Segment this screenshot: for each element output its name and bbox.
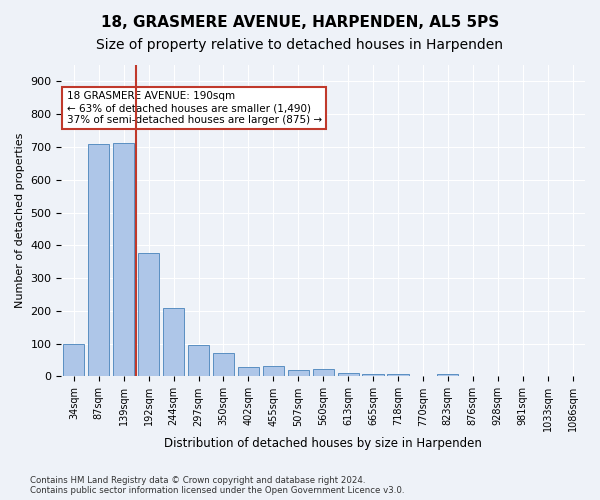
Text: 18 GRASMERE AVENUE: 190sqm
← 63% of detached houses are smaller (1,490)
37% of s: 18 GRASMERE AVENUE: 190sqm ← 63% of deta…: [67, 92, 322, 124]
Bar: [213, 353, 234, 376]
Bar: [338, 373, 359, 376]
Bar: [63, 344, 85, 376]
Bar: [362, 374, 383, 376]
Bar: [238, 368, 259, 376]
Bar: [113, 142, 134, 376]
Bar: [287, 370, 309, 376]
Text: 18, GRASMERE AVENUE, HARPENDEN, AL5 5PS: 18, GRASMERE AVENUE, HARPENDEN, AL5 5PS: [101, 15, 499, 30]
Text: Contains HM Land Registry data © Crown copyright and database right 2024.
Contai: Contains HM Land Registry data © Crown c…: [30, 476, 404, 495]
Text: Size of property relative to detached houses in Harpenden: Size of property relative to detached ho…: [97, 38, 503, 52]
X-axis label: Distribution of detached houses by size in Harpenden: Distribution of detached houses by size …: [164, 437, 482, 450]
Y-axis label: Number of detached properties: Number of detached properties: [15, 133, 25, 308]
Bar: [188, 344, 209, 376]
Bar: [263, 366, 284, 376]
Bar: [388, 374, 409, 376]
Bar: [313, 369, 334, 376]
Bar: [88, 144, 109, 376]
Bar: [437, 374, 458, 376]
Bar: [163, 308, 184, 376]
Bar: [138, 252, 159, 376]
